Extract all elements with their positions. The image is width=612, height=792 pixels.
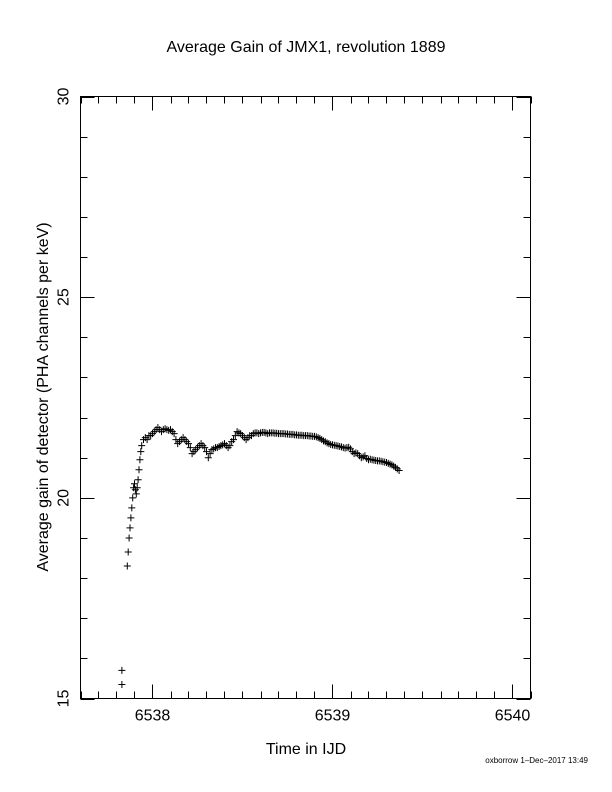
data-point	[219, 441, 227, 449]
data-point	[124, 548, 132, 556]
axis-tick-labels: 6538 6539 6540 15 20 25 30	[56, 88, 531, 725]
data-point	[203, 448, 210, 456]
data-point	[321, 438, 329, 446]
data-point	[384, 459, 392, 467]
data-point	[134, 476, 142, 484]
data-point	[231, 432, 239, 440]
data-point	[138, 442, 146, 450]
y-tick-label: 15	[56, 690, 73, 708]
data-point	[143, 436, 151, 444]
data-point	[118, 680, 126, 688]
plot-frame	[80, 96, 531, 699]
data-point	[129, 494, 137, 502]
data-point	[208, 446, 216, 454]
data-point	[255, 430, 263, 438]
data-point	[316, 434, 324, 442]
y-tick-label: 25	[56, 288, 73, 306]
data-point	[264, 430, 272, 438]
data-point	[133, 484, 141, 492]
data-point	[123, 562, 131, 570]
chart-title: Average Gain of JMX1, revolution 1889	[167, 39, 446, 56]
data-point	[136, 456, 144, 464]
data-point	[135, 466, 143, 474]
data-point	[338, 443, 345, 451]
x-axis-label: Time in IJD	[266, 741, 346, 758]
y-tick-label: 20	[56, 489, 73, 507]
data-point	[235, 429, 243, 437]
data-point	[210, 445, 218, 453]
data-point	[161, 425, 169, 433]
data-point	[320, 437, 327, 445]
data-point	[213, 444, 221, 452]
data-point	[206, 450, 214, 458]
data-point	[395, 467, 403, 475]
data-point	[386, 460, 394, 468]
y-axis-label: Average gain of detector (PHA channels p…	[35, 222, 52, 571]
data-point	[352, 449, 360, 457]
data-point	[233, 428, 241, 436]
footer-note: oxborrow 1–Dec–2017 13:49	[485, 756, 588, 765]
y-tick-label: 30	[56, 88, 73, 106]
x-tick-label: 6539	[315, 708, 351, 725]
data-point	[186, 444, 194, 452]
data-point	[131, 480, 138, 488]
data-point	[323, 439, 331, 447]
data-point	[170, 430, 178, 438]
data-point	[325, 440, 333, 448]
axis-ticks	[80, 96, 532, 700]
data-point	[204, 454, 212, 462]
data-point	[165, 426, 173, 434]
data-point	[345, 443, 353, 451]
data-points	[118, 424, 403, 688]
data-point	[318, 436, 326, 444]
data-point	[118, 666, 126, 674]
data-point	[128, 504, 136, 512]
data-point	[125, 534, 133, 542]
data-point	[137, 448, 145, 456]
x-tick-label: 6538	[135, 708, 171, 725]
data-point	[312, 433, 320, 441]
data-point	[127, 514, 135, 522]
data-point	[359, 453, 367, 461]
data-point	[215, 442, 223, 450]
data-point	[314, 434, 322, 442]
data-point	[383, 459, 390, 467]
data-point	[230, 436, 237, 444]
data-point	[388, 461, 396, 469]
data-point	[201, 444, 209, 452]
data-point	[185, 440, 192, 448]
data-point	[357, 454, 365, 462]
data-point	[393, 465, 401, 473]
data-point	[226, 442, 234, 450]
data-point	[392, 463, 399, 471]
data-point	[363, 455, 371, 463]
data-point	[126, 524, 134, 532]
x-tick-label: 6540	[495, 708, 531, 725]
data-point	[390, 462, 398, 470]
data-point	[132, 490, 140, 498]
